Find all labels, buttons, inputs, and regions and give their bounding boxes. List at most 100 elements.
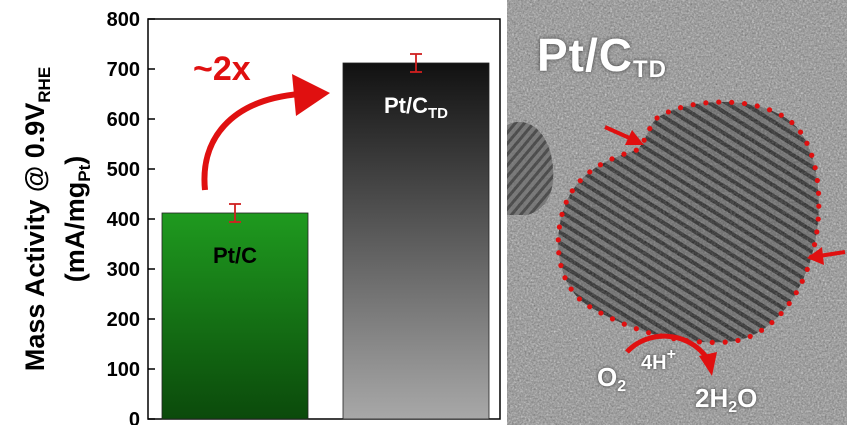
y-tick-label: 600 — [107, 109, 140, 131]
y-tick-label: 300 — [107, 259, 140, 281]
tem-micrograph-panel: Pt/CTD O2 4H+ 2H2O — [507, 0, 847, 425]
proton-label: 4H+ — [641, 346, 676, 375]
boundary-dot — [811, 242, 818, 248]
y-tick-label: 100 — [107, 359, 140, 381]
y-tick-label: 500 — [107, 159, 140, 181]
bar-pt-c — [161, 212, 309, 420]
boundary-dot — [804, 266, 810, 272]
reactant-o2-label: O2 — [597, 362, 626, 396]
y-tick-label: 0 — [129, 409, 140, 425]
boundary-dot — [747, 333, 753, 340]
reactant-sub: 2 — [617, 378, 627, 395]
y-axis-title-line1: Mass Activity @ 0.9VRHE — [20, 67, 54, 371]
boundary-dot — [815, 216, 821, 222]
boundary-dot — [587, 169, 593, 175]
boundary-dot — [816, 203, 822, 209]
boundary-dot — [677, 105, 684, 111]
boundary-dot — [735, 337, 741, 344]
boundary-dot — [633, 147, 639, 153]
boundary-dot — [815, 190, 822, 196]
boundary-dot — [555, 237, 561, 243]
boundary-dot — [587, 304, 593, 310]
boundary-dot — [576, 296, 583, 302]
improvement-label: ~2x — [193, 50, 251, 88]
boundary-dot — [789, 119, 795, 126]
tem-title-main: Pt/C — [537, 29, 633, 81]
bars — [161, 62, 490, 420]
boundary-dot — [633, 326, 639, 332]
boundary-dot — [609, 156, 615, 162]
boundary-dot — [556, 224, 562, 230]
boundary-dot — [778, 310, 784, 317]
boundary-dot — [559, 211, 565, 217]
boundary-dot — [563, 199, 569, 205]
boundary-dot — [804, 140, 810, 146]
defect-arrow-right — [807, 247, 846, 265]
bar-labels: Pt/C Pt/CTD — [213, 93, 448, 268]
tem-title-sub: TD — [633, 56, 667, 83]
boundary-dot — [646, 330, 652, 336]
y-tick-label: 200 — [107, 309, 140, 331]
proton-sup: + — [666, 346, 676, 363]
boundary-dot — [558, 262, 564, 269]
product-sub: 2 — [728, 399, 738, 416]
defect-arrow-top — [604, 125, 644, 145]
boundary-dot — [766, 107, 773, 113]
boundary-dot — [769, 319, 775, 326]
boundary-dot — [814, 177, 820, 184]
tem-title: Pt/CTD — [537, 28, 667, 84]
mass-activity-bar-chart: Mass Activity @ 0.9VRHE(mA/mgPt) 0 100 200… — [20, 9, 501, 425]
boundary-dot — [786, 300, 792, 307]
boundary-dot — [621, 321, 627, 327]
curved-arrow — [201, 91, 301, 191]
boundary-dot — [703, 100, 709, 106]
boundary-dot — [809, 152, 815, 158]
arrow-head — [292, 74, 330, 116]
boundary-dot — [696, 339, 702, 345]
boundary-dot — [647, 126, 653, 132]
boundary-dot — [814, 229, 820, 235]
y-tick-label: 400 — [107, 209, 140, 231]
y-axis-title: Mass Activity @ 0.9VRHE(mA/mgPt) — [20, 67, 94, 371]
boundary-dot — [609, 316, 616, 322]
tem-micrograph — [507, 0, 847, 425]
boundary-dot — [716, 99, 722, 105]
boundary-dot — [654, 115, 660, 121]
proton-main: 4H — [641, 352, 667, 374]
y-axis-ticks: 0 100 200 300 400 500 600 700 800 — [107, 9, 155, 425]
boundary-dot — [754, 103, 760, 109]
boundary-dot — [577, 178, 583, 184]
product-water-label: 2H2O — [695, 383, 757, 417]
bar-label-pt-c: Pt/C — [213, 243, 257, 268]
boundary-dot — [569, 188, 575, 194]
bar-pt-c-td — [342, 62, 490, 420]
boundary-dot — [793, 290, 799, 296]
y-tick-label: 700 — [107, 59, 140, 81]
y-tick-label: 800 — [107, 9, 140, 31]
error-bars — [229, 53, 422, 223]
boundary-dot — [722, 339, 728, 345]
product-pre: 2H — [695, 383, 729, 413]
reactant-main: O — [597, 362, 618, 392]
boundary-dot — [690, 102, 696, 108]
boundary-dot — [729, 99, 735, 105]
reaction-arrow — [625, 333, 717, 376]
boundary-dot — [568, 286, 574, 292]
boundary-dot — [758, 327, 765, 333]
boundary-dot — [621, 151, 627, 157]
boundary-dot — [812, 165, 818, 171]
product-post: O — [737, 383, 758, 413]
boundary-dot — [778, 112, 784, 118]
boundary-dot — [597, 162, 604, 168]
boundary-dot — [797, 129, 804, 135]
boundary-dot — [741, 100, 748, 107]
improvement-annotation: ~2x — [193, 50, 330, 191]
boundary-dot — [709, 339, 715, 345]
boundary-dot — [641, 137, 647, 143]
y-axis-title-line2: (mA/mgPt) — [60, 156, 94, 283]
boundary-dot — [556, 250, 562, 256]
boundary-dot — [562, 275, 568, 281]
boundary-dot — [598, 310, 604, 316]
boundary-dot — [665, 109, 671, 115]
boundary-dot — [799, 278, 805, 284]
